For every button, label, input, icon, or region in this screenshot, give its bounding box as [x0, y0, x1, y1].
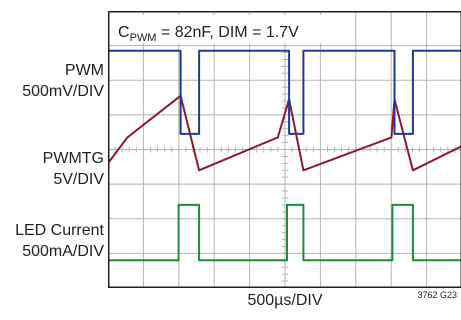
- annotation-backdrop: [114, 15, 324, 43]
- channel-label-pwmtg: PWMTG 5V/DIV: [0, 148, 104, 190]
- scope-svg: CPWM = 82nF, DIM = 1.7V: [107, 10, 461, 288]
- trace-led-current: [108, 203, 461, 262]
- channel-label-pwmtg-name: PWMTG: [42, 150, 104, 167]
- plot-frame: [108, 11, 461, 288]
- x-axis-label: 500µs/DIV: [247, 292, 323, 309]
- channel-label-pwmtg-scale: 5V/DIV: [53, 171, 104, 188]
- annotation-rest: = 82nF, DIM = 1.7V: [156, 24, 299, 41]
- channel-label-led-current: LED Current 500mA/DIV: [0, 220, 104, 262]
- channel-label-pwm: PWM 500mV/DIV: [0, 60, 104, 102]
- channel-label-pwm-scale: 500mV/DIV: [22, 83, 104, 100]
- channel-label-pwm-name: PWM: [64, 62, 104, 79]
- figure-id: 3762 G23: [417, 290, 457, 300]
- cpwm-annotation: CPWM = 82nF, DIM = 1.7V: [118, 24, 299, 44]
- grid-lines: [107, 10, 461, 288]
- annotation-subscript: PWM: [130, 32, 157, 44]
- channel-label-led-scale: 500mA/DIV: [22, 243, 104, 260]
- annotation-base: C: [118, 24, 130, 41]
- channel-label-led-name: LED Current: [15, 222, 104, 239]
- trace-pwmtg: [108, 49, 461, 135]
- scope-plot-area: CPWM = 82nF, DIM = 1.7V: [107, 10, 461, 288]
- trace-group: [107, 49, 461, 262]
